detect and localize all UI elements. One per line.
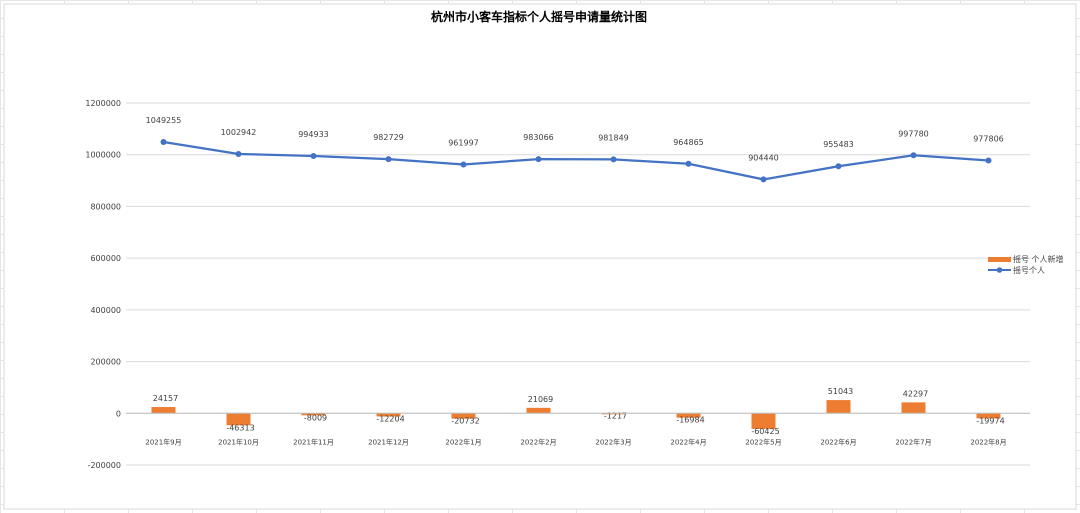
y-tick-label: 800000 — [90, 202, 121, 211]
bar-data-labels: 24157 -46313 -8009 -12204 -20732 21069 -1217 -1… — [153, 387, 1005, 436]
line-data-label: 977806 — [973, 134, 1004, 143]
line-marker — [310, 153, 317, 160]
line-marker — [685, 160, 692, 167]
line-series-markers — [160, 138, 992, 183]
bar-data-label: -8009 — [304, 413, 327, 422]
y-tick-label: 1000000 — [85, 151, 121, 160]
bar-data-label: 51043 — [828, 387, 853, 396]
line-data-label: 961997 — [448, 139, 479, 148]
line-data-label: 955483 — [823, 140, 854, 149]
bar — [976, 413, 1001, 419]
y-tick-label: 400000 — [90, 306, 121, 315]
y-tick-label: 600000 — [90, 254, 121, 263]
line-marker — [760, 176, 767, 183]
x-tick-label: 2021年12月 — [368, 437, 409, 446]
legend-line-marker — [996, 267, 1003, 273]
y-tick-label: 200000 — [90, 358, 121, 367]
bar-data-label: -1217 — [604, 412, 627, 421]
x-tick-label: 2021年9月 — [145, 437, 181, 446]
chart-legend: 摇号 个人新增 摇号个人 — [988, 254, 1064, 275]
line-data-label: 982729 — [373, 133, 404, 142]
line-data-label: 964865 — [673, 138, 704, 147]
line-marker — [460, 161, 467, 168]
x-tick-label: 2022年7月 — [895, 437, 931, 446]
x-tick-label: 2022年6月 — [820, 437, 856, 446]
chart-title: 杭州市小客车指标个人摇号申请量统计图 — [431, 9, 647, 24]
x-axis-tick-labels: 2021年9月 2021年10月 2021年11月 2021年12月 2022年1月 20… — [145, 437, 1006, 446]
legend-bar-label: 摇号 个人新增 — [1013, 254, 1064, 264]
line-marker — [610, 156, 617, 163]
line-data-label: 994933 — [298, 130, 329, 139]
line-data-label: 997780 — [898, 129, 929, 138]
x-tick-label: 2022年3月 — [595, 437, 631, 446]
line-marker — [985, 157, 992, 164]
line-marker — [835, 163, 842, 170]
line-data-label: 1049255 — [146, 116, 182, 125]
bar — [676, 413, 701, 418]
x-tick-label: 2021年11月 — [293, 437, 334, 446]
bar-data-label: -16984 — [676, 416, 704, 425]
line-marker — [235, 150, 242, 157]
line-series-path — [163, 140, 989, 181]
bar — [301, 413, 326, 416]
bar-data-label: 24157 — [153, 394, 178, 403]
y-tick-label: -200000 — [88, 461, 121, 470]
bar — [376, 413, 401, 417]
y-tick-label: 0 — [116, 409, 121, 418]
line-data-label: 983066 — [523, 133, 554, 142]
line-data-label: 1002942 — [221, 128, 257, 137]
y-tick-label: 1200000 — [85, 99, 121, 108]
x-tick-label: 2022年1月 — [445, 437, 481, 446]
legend-bar-swatch — [988, 257, 1011, 262]
bar — [151, 407, 176, 414]
bar — [451, 413, 476, 419]
bar-data-label: -12204 — [376, 414, 404, 423]
line-data-label: 981849 — [598, 133, 629, 142]
y-axis-tick-labels: 1200000 1000000 800000 600000 400000 200000 0 -… — [85, 99, 121, 470]
bar — [226, 413, 251, 426]
chart-plot-area: 1200000 1000000 800000 600000 400000 200000 0 -… — [85, 99, 1030, 470]
bar-data-label: 21069 — [528, 395, 553, 404]
legend-line-label: 摇号个人 — [1013, 265, 1045, 275]
x-tick-label: 2022年8月 — [970, 437, 1006, 446]
bar — [826, 400, 851, 414]
bar-data-label: -19974 — [976, 416, 1004, 425]
x-tick-label: 2022年5月 — [745, 437, 781, 446]
x-tick-label: 2022年4月 — [670, 437, 706, 446]
x-tick-label: 2022年2月 — [520, 437, 556, 446]
line-marker — [535, 156, 542, 163]
line-data-labels: 1049255 1002942 994933 982729 961997 983066 98… — [146, 116, 1004, 162]
bar — [901, 402, 926, 414]
line-marker — [160, 138, 167, 145]
bar — [751, 413, 776, 429]
bar-series-group — [151, 400, 1001, 429]
line-marker — [910, 152, 917, 159]
bar-data-label: 42297 — [903, 389, 928, 398]
line-marker — [385, 156, 392, 163]
bar-data-label: -46313 — [226, 423, 254, 432]
x-tick-label: 2021年10月 — [218, 437, 259, 446]
line-data-label: 904440 — [748, 153, 779, 162]
bar-data-label: -60425 — [751, 427, 779, 436]
bar-data-label: -20732 — [451, 417, 479, 426]
bar — [526, 407, 551, 414]
chart-area-panel — [3, 3, 1077, 510]
